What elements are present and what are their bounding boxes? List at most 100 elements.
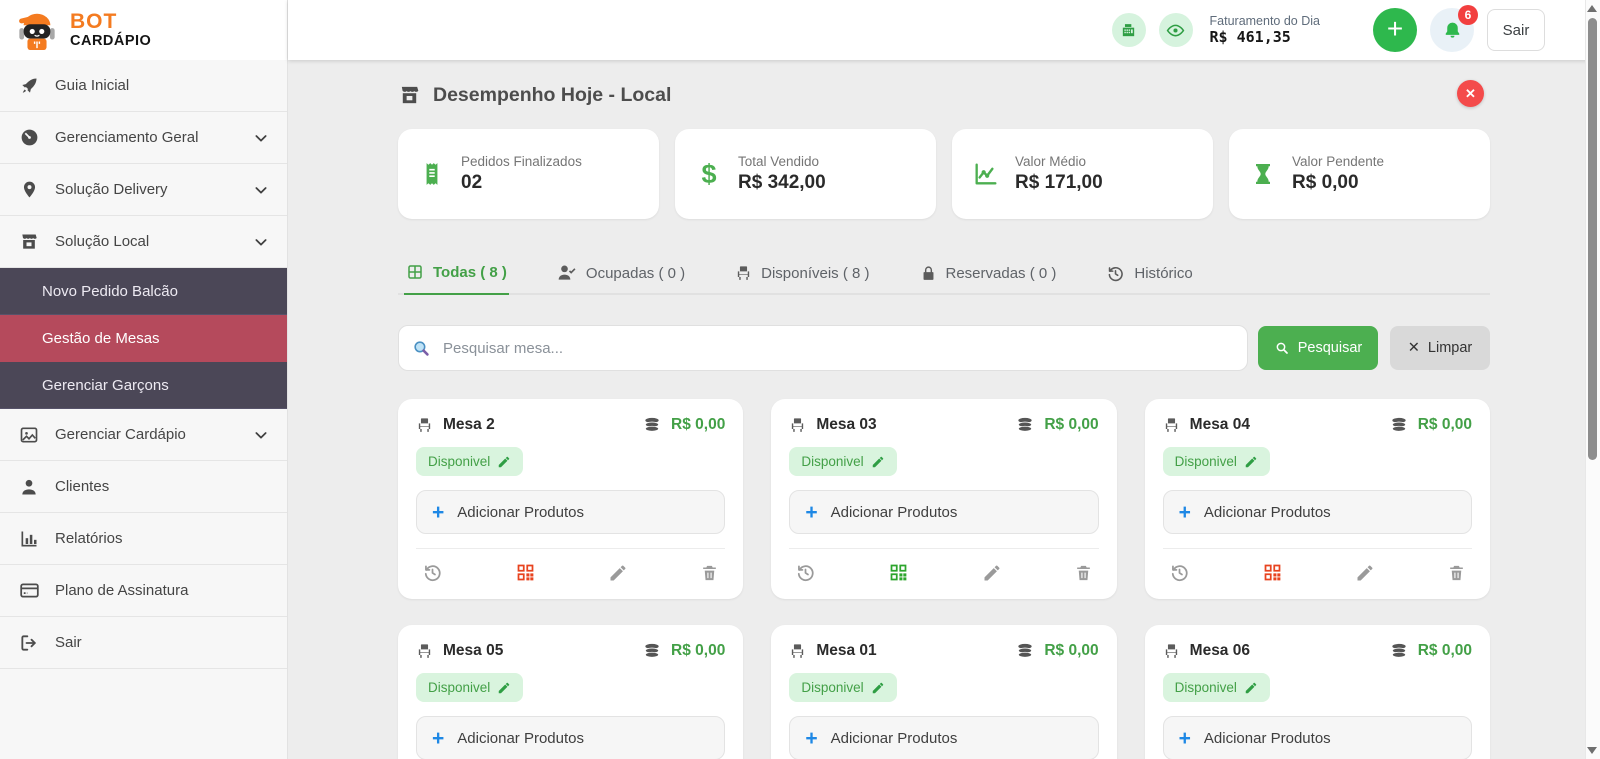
table-card: Mesa 2 R$ 0,00: [398, 399, 744, 599]
scroll-up-arrow[interactable]: [1587, 5, 1597, 12]
sidebar-item-relatorios[interactable]: Relatórios: [0, 513, 287, 565]
delete-icon[interactable]: [1447, 563, 1466, 583]
table-name: Mesa 01: [816, 642, 877, 659]
status-badge[interactable]: Disponivel: [1162, 673, 1270, 702]
add-products-button[interactable]: + Adicionar Produtos: [1162, 490, 1472, 534]
add-products-label: Adicionar Produtos: [830, 729, 958, 747]
status-badge[interactable]: Disponivel: [416, 447, 524, 476]
chair-icon: [789, 643, 806, 660]
hourglass-icon: [1249, 160, 1277, 188]
sidebar-subitem-gerenciar-garcons[interactable]: Gerenciar Garçons: [0, 362, 287, 409]
edit-status-icon: [497, 681, 511, 695]
chair-icon: [789, 417, 806, 434]
clear-button-label: Limpar: [1427, 340, 1473, 356]
logout-button[interactable]: Sair: [1487, 9, 1545, 51]
page-title: Desempenho Hoje - Local: [433, 84, 672, 106]
sidebar-item-plano-de-assinatura[interactable]: Plano de Assinatura: [0, 565, 287, 617]
sidebar-item-clientes[interactable]: Clientes: [0, 461, 287, 513]
edit-icon[interactable]: [608, 563, 628, 583]
add-button[interactable]: +: [1373, 8, 1417, 52]
tab-label: Disponíveis ( 8 ): [761, 264, 870, 282]
search-box[interactable]: [398, 325, 1248, 371]
page-scrollbar[interactable]: [1585, 0, 1600, 759]
status-badge[interactable]: Disponivel: [1162, 447, 1270, 476]
stat-value: 02: [461, 172, 483, 193]
chair-icon: [735, 265, 752, 282]
status-label: Disponivel: [801, 454, 864, 469]
tab-ocupadas[interactable]: Ocupadas ( 0 ): [555, 255, 687, 295]
sidebar-item-solucao-local[interactable]: Solução Local: [0, 216, 287, 268]
sidebar-item-label: Gerenciar Cardápio: [55, 426, 186, 443]
chair-icon: [1163, 643, 1180, 660]
history-icon[interactable]: [795, 562, 816, 583]
sidebar-item-label: Relatórios: [55, 530, 123, 547]
sidebar-item-label: Solução Local: [55, 233, 150, 250]
edit-icon[interactable]: [982, 563, 1002, 583]
tab-reservadas[interactable]: Reservadas ( 0 ): [918, 255, 1059, 295]
delete-icon[interactable]: [700, 563, 719, 583]
table-card: Mesa 05 R$ 0,00: [398, 625, 744, 759]
status-badge[interactable]: Disponivel: [789, 447, 897, 476]
notification-count-badge: 6: [1458, 5, 1478, 25]
stat-card-pedidos-finalizados: Pedidos Finalizados 02: [398, 129, 659, 219]
tab-disponiveis[interactable]: Disponíveis ( 8 ): [733, 255, 871, 295]
add-products-button[interactable]: + Adicionar Produtos: [789, 716, 1099, 759]
search-button[interactable]: Pesquisar: [1258, 326, 1378, 370]
chevron-down-icon: [253, 427, 269, 443]
history-icon[interactable]: [422, 562, 443, 583]
tab-historico[interactable]: Histórico: [1104, 255, 1194, 295]
plus-icon: +: [1178, 500, 1191, 524]
notifications-button[interactable]: 6: [1430, 5, 1478, 52]
close-panel-button[interactable]: ✕: [1457, 80, 1484, 107]
edit-status-icon: [497, 455, 511, 469]
sidebar: BOT CARDÁPIO Guia Inicial Gerenciamento …: [0, 0, 288, 759]
brand-logo[interactable]: BOT CARDÁPIO: [0, 0, 287, 60]
status-badge[interactable]: Disponivel: [789, 673, 897, 702]
scroll-down-arrow[interactable]: [1587, 747, 1597, 754]
table-card: Mesa 06 R$ 0,00: [1144, 625, 1490, 759]
add-products-button[interactable]: + Adicionar Produtos: [416, 716, 726, 759]
table-name: Mesa 05: [443, 642, 504, 659]
sidebar-subitem-novo-pedido-balcao[interactable]: Novo Pedido Balcão: [0, 268, 287, 315]
sidebar-item-gerenciamento-geral[interactable]: Gerenciamento Geral: [0, 112, 287, 164]
add-products-button[interactable]: + Adicionar Produtos: [416, 490, 726, 534]
add-products-label: Adicionar Produtos: [1203, 729, 1331, 747]
stat-label: Total Vendido: [738, 154, 820, 169]
edit-icon[interactable]: [1355, 563, 1375, 583]
brand-name: BOT CARDÁPIO: [70, 10, 152, 50]
add-products-button[interactable]: + Adicionar Produtos: [789, 490, 1099, 534]
tab-label: Ocupadas ( 0 ): [585, 264, 686, 282]
sidebar-subitem-gestao-de-mesas[interactable]: Gestão de Mesas: [0, 315, 287, 362]
sidebar-item-label: Plano de Assinatura: [55, 582, 189, 599]
table-card: Mesa 03 R$ 0,00: [771, 399, 1117, 599]
sidebar-subitem-label: Gestão de Mesas: [42, 329, 160, 347]
coins-icon: [1389, 641, 1409, 661]
eye-icon[interactable]: [1158, 13, 1193, 47]
sidebar-item-sair[interactable]: Sair: [0, 617, 287, 669]
table-card: Mesa 01 R$ 0,00: [771, 625, 1117, 759]
sidebar-item-solucao-delivery[interactable]: Solução Delivery: [0, 164, 287, 216]
chevron-down-icon: [253, 130, 269, 146]
plus-icon: +: [1178, 726, 1191, 750]
table-name: Mesa 2: [443, 416, 495, 433]
bell-icon: [1442, 20, 1463, 41]
delete-icon[interactable]: [1074, 563, 1093, 583]
add-products-button[interactable]: + Adicionar Produtos: [1162, 716, 1472, 759]
sidebar-item-gerenciar-cardapio[interactable]: Gerenciar Cardápio: [0, 409, 287, 461]
scrollbar-thumb[interactable]: [1588, 18, 1597, 460]
cash-register-icon[interactable]: [1111, 13, 1146, 47]
sidebar-item-guia-inicial[interactable]: Guia Inicial: [0, 60, 287, 112]
coins-icon: [1015, 415, 1035, 435]
qr-code-icon[interactable]: [515, 562, 536, 583]
qr-code-icon[interactable]: [888, 562, 909, 583]
tab-todas[interactable]: Todas ( 8 ): [404, 255, 509, 295]
plus-icon: +: [805, 500, 818, 524]
search-input[interactable]: [441, 338, 1234, 358]
sidebar-subitem-label: Gerenciar Garçons: [42, 376, 169, 394]
qr-code-icon[interactable]: [1262, 562, 1283, 583]
status-badge[interactable]: Disponivel: [416, 673, 524, 702]
clear-button[interactable]: ✕ Limpar: [1390, 326, 1490, 370]
table-total: R$ 0,00: [1417, 416, 1472, 433]
history-icon[interactable]: [1169, 562, 1190, 583]
